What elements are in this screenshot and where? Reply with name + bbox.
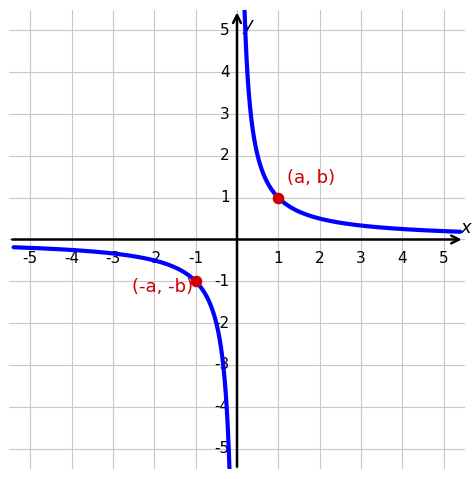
Text: y: y (242, 16, 253, 34)
Text: 2: 2 (220, 148, 229, 163)
Text: 3: 3 (220, 107, 229, 122)
Text: -3: -3 (214, 357, 229, 372)
Text: 1: 1 (273, 251, 283, 266)
Text: -1: -1 (188, 251, 203, 266)
Text: 2: 2 (315, 251, 325, 266)
Text: -3: -3 (105, 251, 120, 266)
Point (192, 277, 200, 285)
Text: -2: -2 (214, 316, 229, 331)
Text: 1: 1 (220, 190, 229, 205)
Text: 3: 3 (356, 251, 366, 266)
Text: -1: -1 (214, 274, 229, 289)
Text: 5: 5 (220, 23, 229, 38)
Text: (-a, -b): (-a, -b) (131, 278, 192, 296)
Text: -2: -2 (146, 251, 162, 266)
Text: (a, b): (a, b) (287, 169, 335, 187)
Text: -5: -5 (23, 251, 38, 266)
Point (274, 194, 282, 202)
Text: 4: 4 (220, 65, 229, 80)
Text: 4: 4 (398, 251, 407, 266)
Text: -4: -4 (214, 399, 229, 414)
Text: 5: 5 (439, 251, 449, 266)
Text: -4: -4 (64, 251, 79, 266)
Text: -5: -5 (214, 441, 229, 456)
Text: x: x (460, 219, 471, 237)
